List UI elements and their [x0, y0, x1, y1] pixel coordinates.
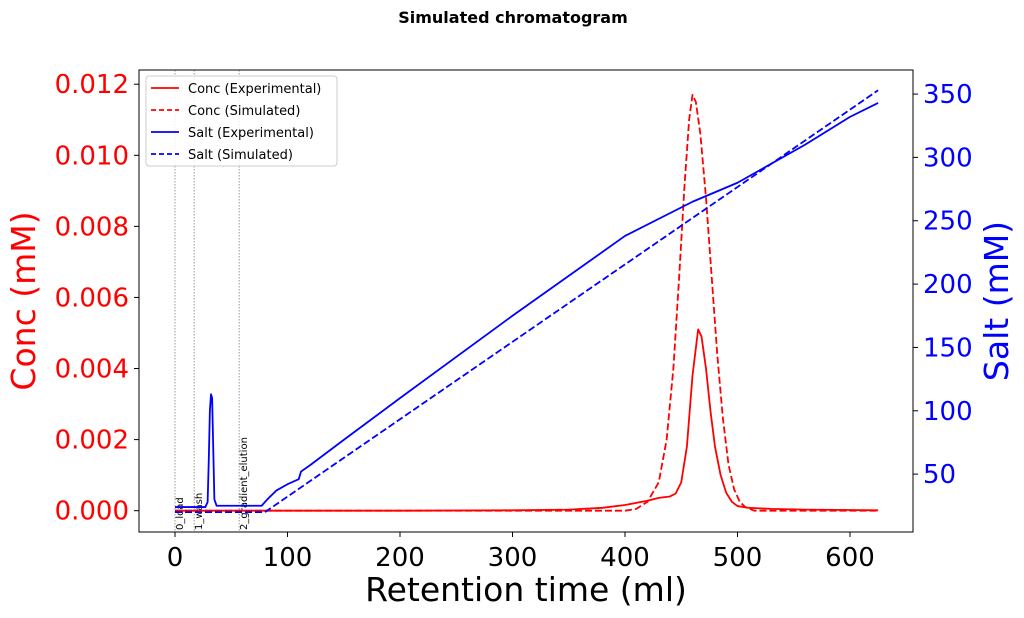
y-right-tick-label: 100 — [923, 397, 973, 427]
y-right-tick-label: 150 — [923, 333, 973, 363]
y-axis-left-label: Conc (mM) — [4, 211, 43, 390]
legend-label: Conc (Simulated) — [188, 104, 300, 119]
y-right-tick-label: 200 — [923, 270, 973, 300]
x-tick-label: 300 — [488, 543, 538, 573]
y-left-tick-label: 0.012 — [55, 70, 129, 100]
legend: Conc (Experimental) Conc (Simulated) Salt … — [145, 75, 338, 167]
series-line-1 — [175, 93, 879, 512]
legend-label: Salt (Simulated) — [188, 148, 293, 163]
y-axis-right-label: Salt (mM) — [977, 221, 1016, 381]
series-line-0 — [175, 328, 879, 512]
y-axis-right: 50 100 150 200 250 300 350 — [913, 80, 973, 490]
x-axis-label: Retention time (ml) — [365, 570, 687, 609]
y-axis-left: 0.000 0.002 0.004 0.006 0.008 0.010 0.012 — [55, 70, 139, 527]
series-line-3 — [175, 89, 879, 514]
x-tick-label: 200 — [375, 543, 425, 573]
x-tick-label: 600 — [825, 543, 875, 573]
y-right-tick-label: 350 — [923, 80, 973, 110]
y-left-tick-label: 0.002 — [55, 426, 129, 456]
x-tick-label: 400 — [600, 543, 650, 573]
y-left-tick-label: 0.010 — [55, 141, 129, 171]
legend-label: Salt (Experimental) — [188, 126, 314, 141]
series-lines — [175, 89, 879, 514]
series-line-2 — [175, 102, 879, 508]
x-tick-label: 100 — [263, 543, 313, 573]
x-axis: 0 100 200 300 400 500 600 — [167, 532, 875, 573]
chart-title: Simulated chromatogram — [398, 8, 628, 27]
phase-marker-label: 0_load — [175, 497, 186, 530]
y-left-tick-label: 0.000 — [55, 497, 129, 527]
y-left-tick-label: 0.008 — [55, 212, 129, 242]
plot-frame — [138, 69, 914, 533]
legend-label: Conc (Experimental) — [188, 82, 321, 97]
y-left-tick-label: 0.006 — [55, 283, 129, 313]
x-tick-label: 0 — [167, 543, 184, 573]
x-tick-label: 500 — [713, 543, 763, 573]
y-right-tick-label: 250 — [923, 207, 973, 237]
y-left-tick-label: 0.004 — [55, 355, 129, 385]
legend-box — [145, 75, 338, 167]
y-right-tick-label: 50 — [923, 460, 956, 490]
phase-marker-label: 2_gradient_elution — [239, 437, 250, 530]
y-right-tick-label: 300 — [923, 143, 973, 173]
